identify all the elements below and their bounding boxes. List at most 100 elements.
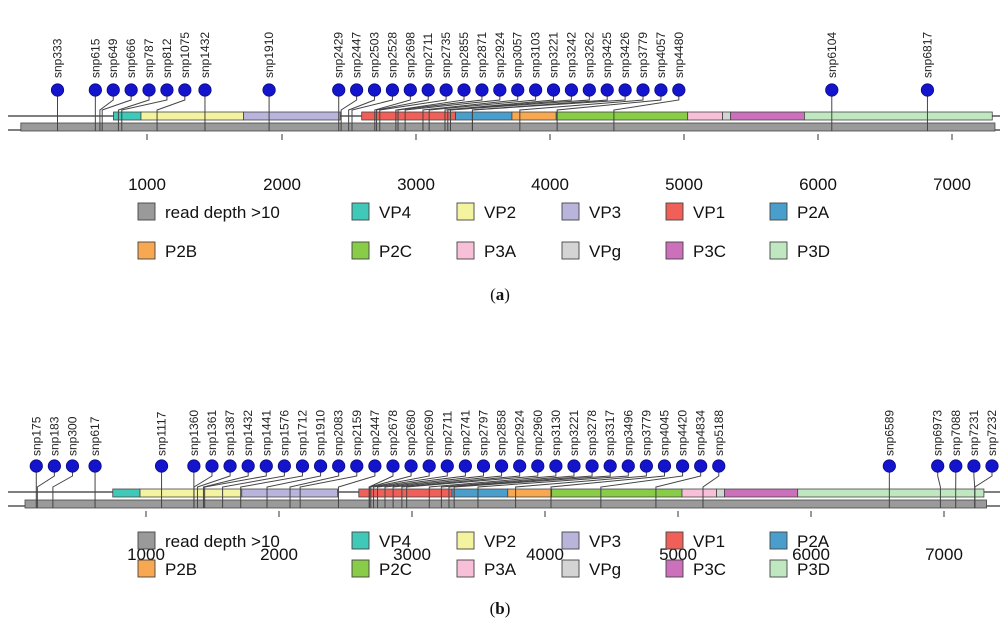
snp-label: snp2735 xyxy=(439,32,453,78)
legend-swatch xyxy=(456,559,475,578)
snp-label: snp2797 xyxy=(476,410,490,456)
legend-label: VP1 xyxy=(693,203,725,222)
snp-label: snp5188 xyxy=(712,410,726,456)
snp-label: snp787 xyxy=(142,38,156,78)
legend-swatch xyxy=(456,531,475,550)
legend: read depth >10 VP4 VP2 VP3 VP1 P2A P2B P2C P3A VP… xyxy=(137,531,830,579)
snp-label: snp6973 xyxy=(931,410,945,456)
legend-label: VPg xyxy=(589,242,621,261)
region-p2a xyxy=(455,111,513,121)
snp-marker xyxy=(985,459,999,473)
region-p3d xyxy=(804,111,993,121)
caption-paren: ) xyxy=(505,599,511,618)
panel-caption: (b) xyxy=(490,599,511,618)
snp-label: snp2690 xyxy=(422,410,436,456)
legend-swatch xyxy=(351,202,370,221)
snp-marker xyxy=(600,83,614,97)
snp-label: snp1360 xyxy=(187,410,201,456)
snp-label: snp4480 xyxy=(672,32,686,78)
snp-label: snp2855 xyxy=(457,32,471,78)
snp-label: snp300 xyxy=(65,416,79,456)
snp-label: snp2924 xyxy=(513,410,527,456)
axis-tick-label: 6000 xyxy=(799,175,837,194)
snp-marker xyxy=(618,83,632,97)
region-p2c xyxy=(551,488,683,498)
snp-marker xyxy=(88,459,102,473)
snp-label: snp2698 xyxy=(403,32,417,78)
legend-swatch xyxy=(351,241,370,260)
region-vp4 xyxy=(112,488,141,498)
snp-marker xyxy=(332,459,346,473)
region-vp1 xyxy=(358,488,453,498)
snp-label: snp2083 xyxy=(332,410,346,456)
legend-swatch xyxy=(137,202,156,221)
legend-swatch xyxy=(561,531,580,550)
region-p2c xyxy=(555,111,689,121)
region-vp3 xyxy=(243,111,341,121)
legend-swatch xyxy=(456,202,475,221)
snp-marker xyxy=(457,83,471,97)
legend-swatch xyxy=(769,202,788,221)
snp-label: snp615 xyxy=(88,38,102,78)
snp-marker xyxy=(350,459,364,473)
snp-label: snp6589 xyxy=(882,410,896,456)
legend-swatch xyxy=(137,559,156,578)
snp-marker xyxy=(475,83,489,97)
axis-tick-label: 1000 xyxy=(127,545,165,564)
snp-marker xyxy=(404,459,418,473)
snp-label: snp2503 xyxy=(368,32,382,78)
region-p2b xyxy=(507,488,553,498)
snp-label: snp3779 xyxy=(636,32,650,78)
snp-label: snp1075 xyxy=(178,32,192,78)
region-vpg xyxy=(722,111,732,121)
snp-marker xyxy=(657,459,672,473)
region-vp2 xyxy=(139,488,243,498)
snp-marker xyxy=(639,459,653,473)
snp-marker xyxy=(313,459,328,473)
legend-label: P3D xyxy=(797,242,830,261)
snp-label: snp3317 xyxy=(603,410,617,456)
caption-paren: ) xyxy=(504,285,510,304)
legend-label: P3C xyxy=(693,242,726,261)
legend-label: P3A xyxy=(484,560,517,579)
legend-label: P2B xyxy=(165,242,197,261)
snp-label: snp2858 xyxy=(495,410,509,456)
snp-label: snp3425 xyxy=(600,32,614,78)
region-p3c xyxy=(730,111,805,121)
panel-a: snp333 snp615 snp649 snp666 snp787 snp812 snp1… xyxy=(8,32,1000,304)
snp-label: snp7231 xyxy=(967,410,981,456)
legend-label: VP4 xyxy=(379,532,411,551)
legend-label: read depth >10 xyxy=(165,203,280,222)
snp-label: snp1910 xyxy=(314,410,328,456)
snp-marker xyxy=(241,459,255,473)
legend-swatch xyxy=(665,531,684,550)
legend-swatch xyxy=(561,241,580,260)
legend: read depth >10 VP4 VP2 VP3 VP1 P2A P2B P2C P3A VP… xyxy=(137,202,830,261)
snp-marker xyxy=(350,83,364,97)
snp-marker xyxy=(50,83,65,97)
snp-label: snp1432 xyxy=(241,410,255,456)
snp-marker xyxy=(654,83,668,97)
snp-marker xyxy=(440,459,454,473)
region-p3a xyxy=(681,488,717,498)
axis-tick-label: 7000 xyxy=(933,175,971,194)
caption-paren: ( xyxy=(490,599,496,618)
region-p3a xyxy=(687,111,723,121)
legend-label: VP4 xyxy=(379,203,411,222)
snp-label: snp333 xyxy=(51,38,65,78)
snp-label: snp4045 xyxy=(657,410,671,456)
snp-label: snp3779 xyxy=(639,410,653,456)
panel-b: snp175 snp183 snp300 snp617 snp1117 snp1360 sn… xyxy=(8,410,1000,618)
axis-tick-label: 1000 xyxy=(128,175,166,194)
legend-label: VPg xyxy=(589,560,621,579)
snp-marker xyxy=(385,83,400,97)
snp-marker xyxy=(332,83,346,97)
snp-label: snp3426 xyxy=(618,32,632,78)
axis-tick-label: 2000 xyxy=(260,545,298,564)
snp-marker xyxy=(142,83,156,97)
snp-label: snp3221 xyxy=(547,32,561,78)
region-vp4 xyxy=(113,111,142,121)
legend-label: P3C xyxy=(693,560,726,579)
snp-marker xyxy=(198,83,212,97)
snp-label: snp3057 xyxy=(511,32,525,78)
